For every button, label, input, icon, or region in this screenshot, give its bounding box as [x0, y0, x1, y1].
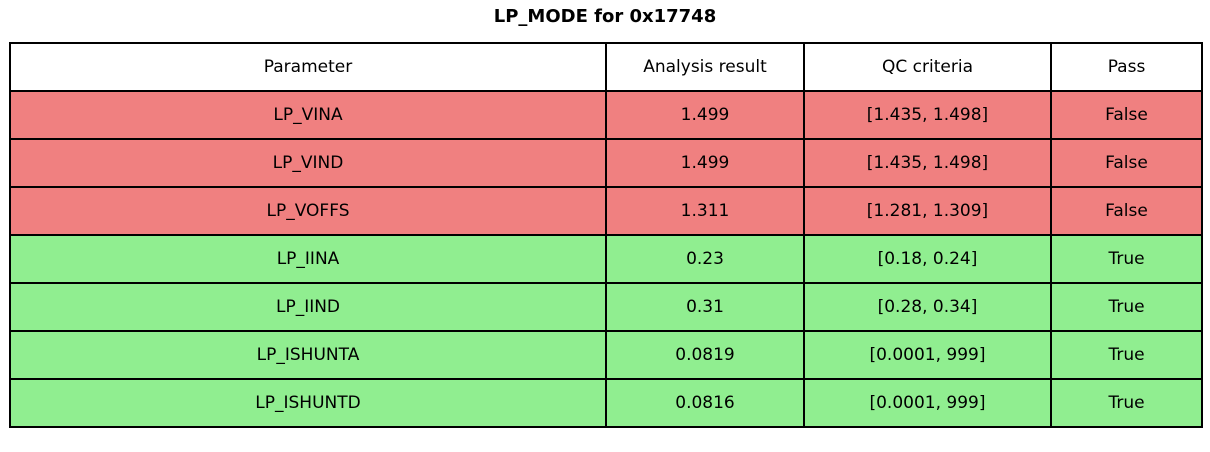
cell-qc-criteria: [0.28, 0.34]: [803, 282, 1052, 332]
cell-analysis-result: 0.31: [605, 282, 805, 332]
cell-analysis-result: 0.0816: [605, 378, 805, 428]
cell-parameter: LP_ISHUNTD: [9, 378, 607, 428]
table-row: LP_IIND 0.31 [0.28, 0.34] True: [9, 282, 1203, 332]
cell-qc-criteria: [0.0001, 999]: [803, 330, 1052, 380]
column-header-qc-criteria: QC criteria: [803, 42, 1052, 92]
cell-pass: True: [1050, 378, 1203, 428]
cell-parameter: LP_VINA: [9, 90, 607, 140]
column-header-pass: Pass: [1050, 42, 1203, 92]
table-row: LP_ISHUNTA 0.0819 [0.0001, 999] True: [9, 330, 1203, 380]
cell-analysis-result: 1.499: [605, 90, 805, 140]
cell-analysis-result: 1.499: [605, 138, 805, 188]
table-row: LP_ISHUNTD 0.0816 [0.0001, 999] True: [9, 378, 1203, 428]
cell-parameter: LP_IIND: [9, 282, 607, 332]
cell-pass: False: [1050, 186, 1203, 236]
column-header-analysis-result: Analysis result: [605, 42, 805, 92]
cell-qc-criteria: [1.281, 1.309]: [803, 186, 1052, 236]
table-header-row: Parameter Analysis result QC criteria Pa…: [9, 42, 1203, 92]
qc-results-table: Parameter Analysis result QC criteria Pa…: [9, 42, 1203, 428]
table-row: LP_VOFFS 1.311 [1.281, 1.309] False: [9, 186, 1203, 236]
cell-analysis-result: 1.311: [605, 186, 805, 236]
cell-pass: True: [1050, 330, 1203, 380]
cell-qc-criteria: [1.435, 1.498]: [803, 90, 1052, 140]
cell-pass: False: [1050, 90, 1203, 140]
cell-pass: True: [1050, 234, 1203, 284]
cell-pass: False: [1050, 138, 1203, 188]
table-row: LP_VIND 1.499 [1.435, 1.498] False: [9, 138, 1203, 188]
table-row: LP_VINA 1.499 [1.435, 1.498] False: [9, 90, 1203, 140]
cell-parameter: LP_IINA: [9, 234, 607, 284]
cell-parameter: LP_ISHUNTA: [9, 330, 607, 380]
page-title: LP_MODE for 0x17748: [493, 6, 717, 27]
cell-parameter: LP_VOFFS: [9, 186, 607, 236]
cell-analysis-result: 0.0819: [605, 330, 805, 380]
table-row: LP_IINA 0.23 [0.18, 0.24] True: [9, 234, 1203, 284]
cell-analysis-result: 0.23: [605, 234, 805, 284]
cell-pass: True: [1050, 282, 1203, 332]
cell-qc-criteria: [0.0001, 999]: [803, 378, 1052, 428]
cell-qc-criteria: [1.435, 1.498]: [803, 138, 1052, 188]
cell-parameter: LP_VIND: [9, 138, 607, 188]
cell-qc-criteria: [0.18, 0.24]: [803, 234, 1052, 284]
column-header-parameter: Parameter: [9, 42, 607, 92]
